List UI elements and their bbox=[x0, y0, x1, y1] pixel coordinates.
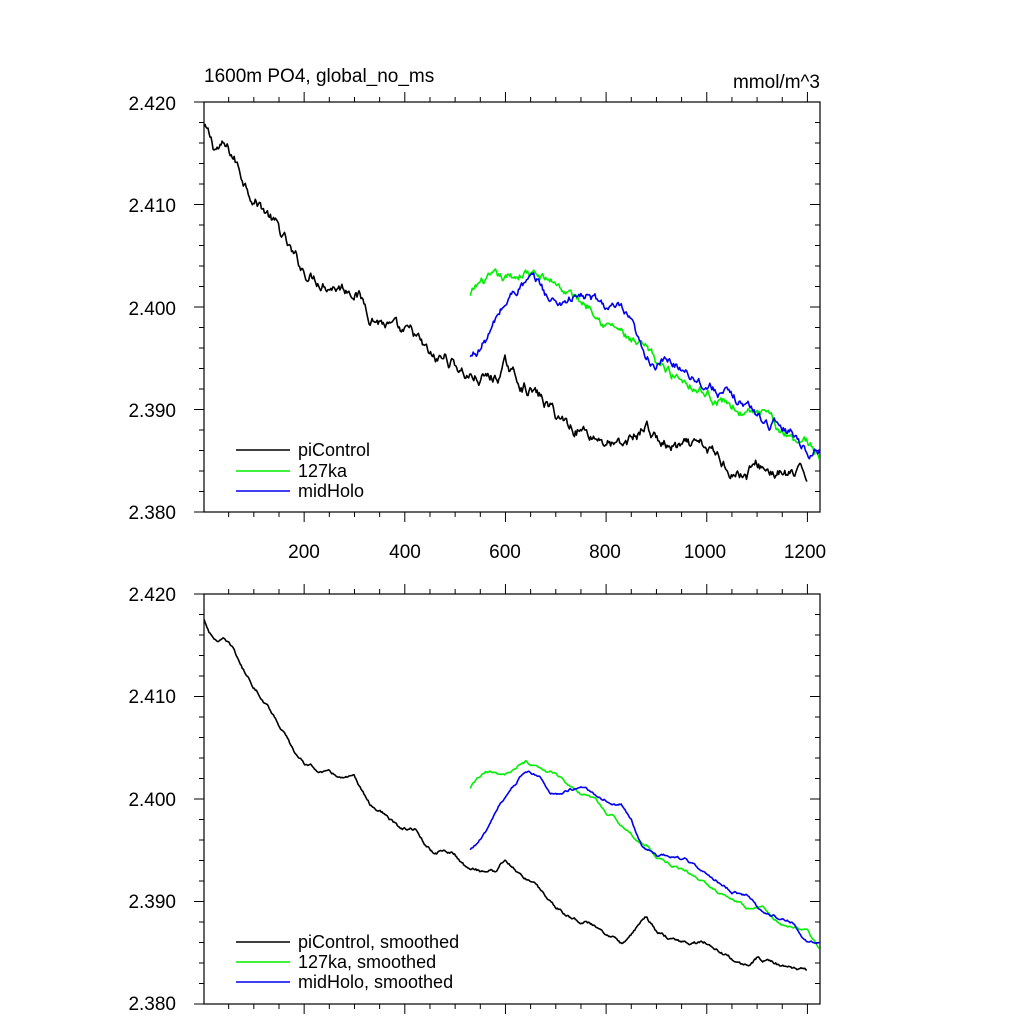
plot-frame bbox=[203, 101, 821, 513]
plot-frame bbox=[203, 593, 821, 1005]
x-tick-label: 800 bbox=[589, 542, 621, 563]
units-label: mmol/m^3 bbox=[733, 72, 820, 93]
y-tick-label: 2.400 bbox=[128, 790, 176, 811]
y-tick-label: 2.410 bbox=[128, 687, 176, 708]
x-tick-label: 200 bbox=[288, 542, 320, 563]
x-tick-label: 600 bbox=[489, 542, 521, 563]
y-tick-label: 2.390 bbox=[128, 892, 176, 913]
top-panel: 1600m PO4, global_no_ms mmol/m^3 2.420 2… bbox=[128, 66, 826, 563]
bottom-legend: piControl, smoothed 127ka, smoothed midH… bbox=[236, 932, 459, 992]
legend-label-midholo: midHolo bbox=[298, 481, 364, 501]
series-line-midholo bbox=[469, 272, 820, 460]
top-y-tick-labels: 2.420 2.410 2.400 2.390 2.380 bbox=[128, 94, 176, 524]
series-line-127ka bbox=[469, 268, 820, 461]
y-tick-label: 2.380 bbox=[128, 503, 176, 524]
bottom-y-tick-labels: 2.420 2.410 2.400 2.390 2.380 bbox=[128, 585, 176, 1015]
top-legend: piControl 127ka midHolo bbox=[236, 440, 370, 501]
x-tick-label: 1200 bbox=[784, 542, 826, 563]
legend-label-picontrol-smoothed: piControl, smoothed bbox=[298, 932, 459, 952]
top-x-tick-labels: 200 400 600 800 1000 1200 bbox=[288, 542, 826, 563]
x-tick-label: 400 bbox=[389, 542, 421, 563]
legend-label-midholo-smoothed: midHolo, smoothed bbox=[298, 972, 453, 992]
y-tick-label: 2.390 bbox=[128, 401, 176, 422]
chart-title: 1600m PO4, global_no_ms bbox=[204, 66, 434, 87]
y-tick-label: 2.380 bbox=[128, 994, 176, 1015]
y-tick-label: 2.420 bbox=[128, 94, 176, 115]
series-line-midholo-smoothed bbox=[469, 770, 820, 945]
y-tick-label: 2.410 bbox=[128, 196, 176, 217]
y-tick-label: 2.400 bbox=[128, 299, 176, 320]
series-line-picontrol-smoothed bbox=[204, 619, 808, 971]
y-tick-label: 2.420 bbox=[128, 585, 176, 606]
x-tick-label: 1000 bbox=[684, 542, 726, 563]
legend-label-127ka-smoothed: 127ka, smoothed bbox=[298, 952, 436, 972]
series-line-127ka-smoothed bbox=[469, 759, 820, 949]
bottom-panel: 2.420 2.410 2.400 2.390 2.380 piControl,… bbox=[128, 584, 821, 1015]
legend-label-picontrol: piControl bbox=[298, 440, 370, 460]
legend-label-127ka: 127ka bbox=[298, 461, 348, 481]
series-line-picontrol bbox=[204, 123, 808, 482]
